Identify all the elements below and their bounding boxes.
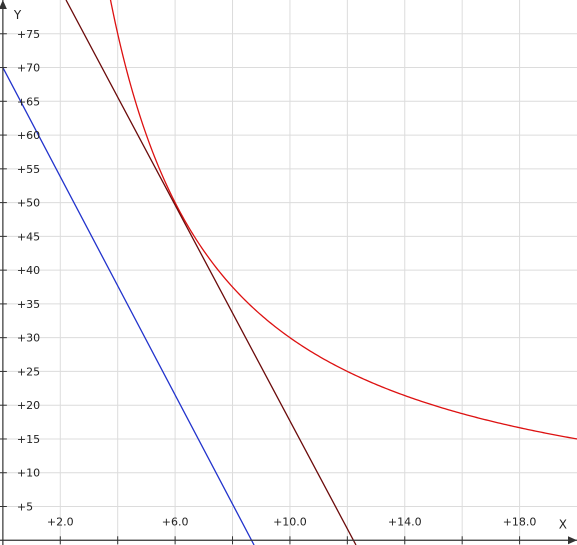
line-series bbox=[65, 0, 357, 545]
x-tick-label: +14.0 bbox=[388, 515, 422, 528]
y-tick-label: +60 bbox=[17, 129, 40, 142]
ticks: +2.0 +6.0 +10.0 +14.0 +18.0 +5 +10 +15 +20 +25 +30… bbox=[0, 28, 536, 545]
x-tick-label: +6.0 bbox=[162, 515, 189, 528]
y-tick-label: +30 bbox=[17, 332, 40, 345]
y-tick-label: +10 bbox=[17, 467, 40, 480]
x-axis-arrow-icon bbox=[568, 536, 577, 545]
curve-series bbox=[109, 0, 577, 440]
y-tick-label: +55 bbox=[17, 163, 40, 176]
y-tick-label: +20 bbox=[17, 399, 40, 412]
y-tick-label: +35 bbox=[17, 298, 40, 311]
y-tick-label: +45 bbox=[17, 230, 40, 243]
y-axis-arrow-icon bbox=[0, 0, 7, 9]
y-tick-label: +75 bbox=[17, 28, 40, 41]
y-tick-label: +70 bbox=[17, 62, 40, 75]
y-tick-label: +25 bbox=[17, 365, 40, 378]
x-axis-label: X bbox=[559, 517, 567, 531]
y-tick-label: +5 bbox=[17, 501, 33, 514]
x-tick-label: +10.0 bbox=[273, 515, 307, 528]
y-tick-label: +65 bbox=[17, 95, 40, 108]
y-tick-label: +50 bbox=[17, 197, 40, 210]
x-tick-label: +18.0 bbox=[503, 515, 537, 528]
line-series bbox=[2, 67, 255, 545]
y-tick-label: +15 bbox=[17, 433, 40, 446]
y-axis-label: Y bbox=[13, 8, 22, 22]
y-tick-label: +40 bbox=[17, 264, 40, 277]
x-tick-label: +2.0 bbox=[47, 515, 74, 528]
